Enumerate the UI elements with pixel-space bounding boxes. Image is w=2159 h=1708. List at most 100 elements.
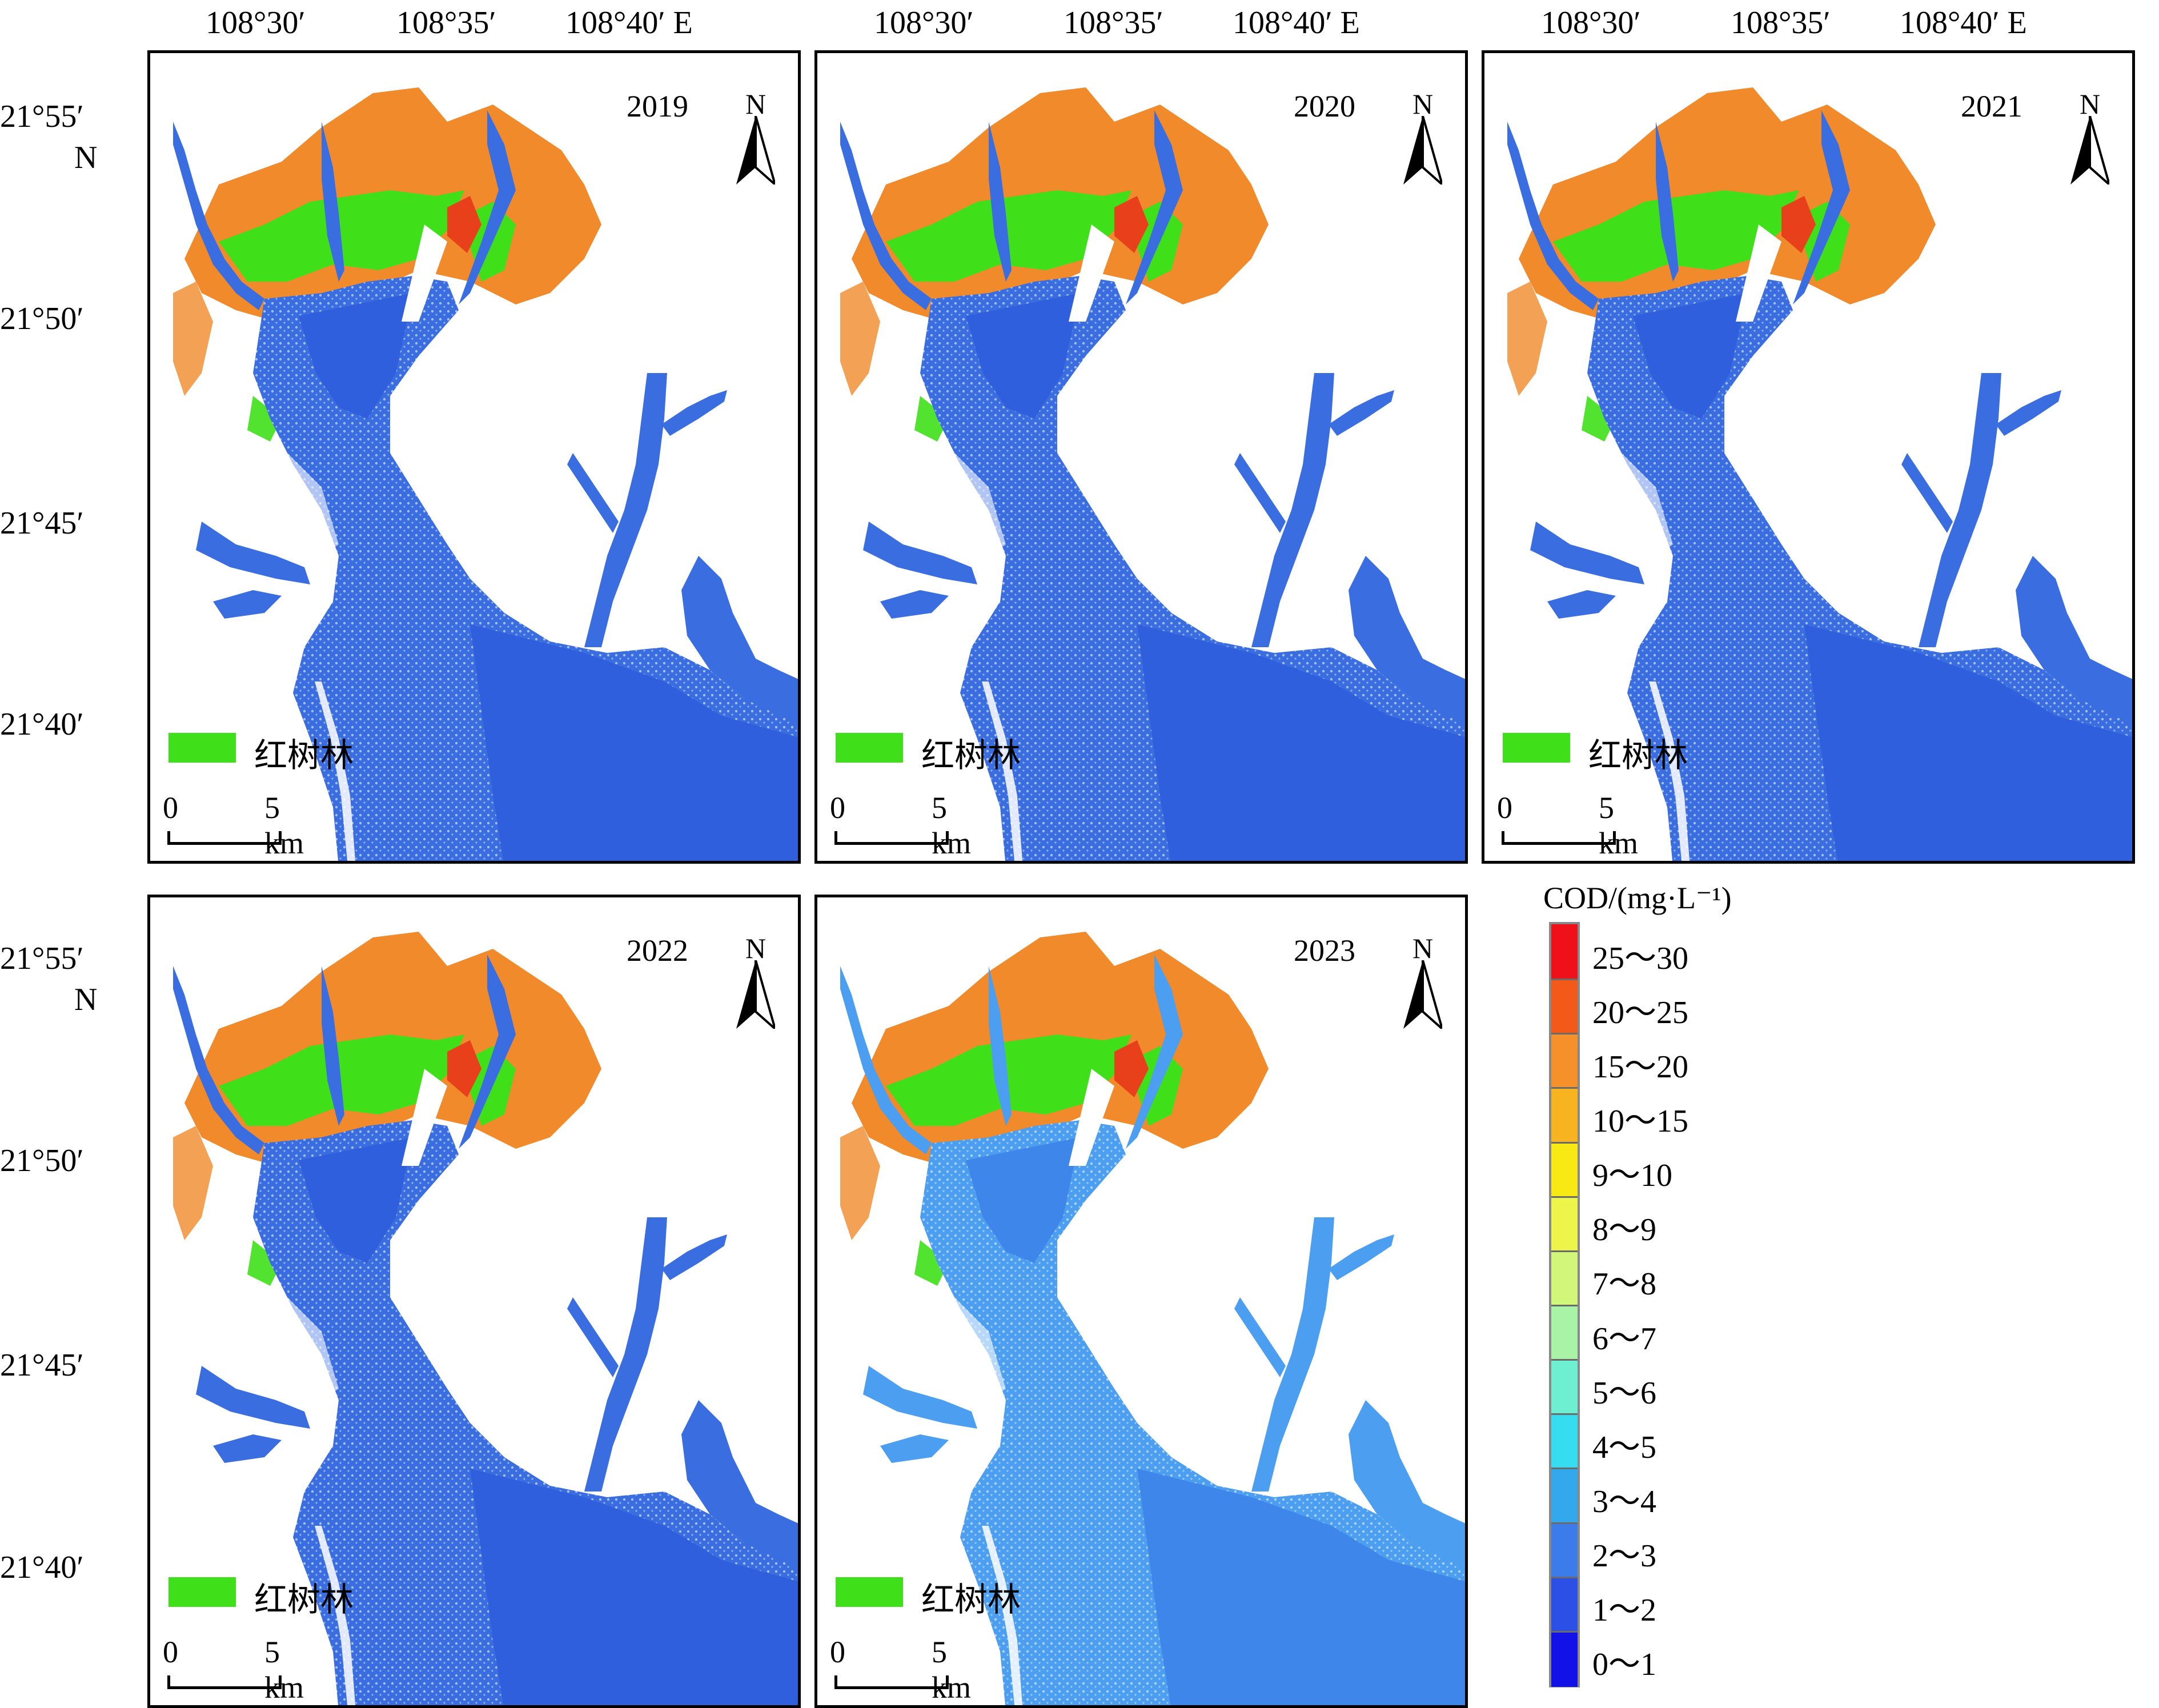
scale-start-label: 0: [1497, 791, 1512, 825]
lat-label-55: 21°55′: [0, 941, 84, 976]
north-arrow-icon: [736, 960, 775, 1029]
panel-year: 2023: [1294, 933, 1355, 968]
scale-bar-line: [167, 831, 282, 845]
mangrove-legend-label: 红树林: [254, 736, 354, 775]
scale-bar-line: [1502, 831, 1616, 845]
colorbar-title: COD/(mg·L⁻¹): [1543, 881, 1732, 915]
lon-label-35: 108°35′: [396, 5, 496, 41]
north-label: N: [1412, 932, 1434, 964]
map-panel-2021: 2021 N 红树林 0 5 km: [1482, 50, 2135, 864]
estuary-map: [173, 87, 798, 861]
estuary-map: [840, 932, 1465, 1705]
mangrove-legend: 红树林: [1503, 725, 1708, 775]
scale-end-label: 5 km: [1599, 791, 1639, 860]
map-panel-2019: 2019 N 红树林 0 5 km: [147, 50, 801, 864]
colorbar-class: [1551, 1468, 1578, 1524]
north-label: N: [745, 932, 767, 964]
lat-label-45: 21°45′: [0, 1348, 84, 1383]
mangrove-swatch: [1503, 733, 1570, 763]
colorbar-class: [1551, 1305, 1578, 1361]
colorbar-class: [1551, 1087, 1578, 1144]
scale-bar: 0 5 km: [163, 790, 304, 860]
lon-label-30: 108°30′: [1541, 5, 1641, 41]
scale-bar: 0 5 km: [830, 790, 971, 860]
scale-bar: 0 5 km: [1497, 790, 1638, 860]
scale-end-label: 5 km: [264, 791, 304, 860]
colorbar-class-label: 10～15: [1592, 1104, 1688, 1139]
panel-year: 2021: [1961, 89, 2022, 123]
scale-bar: 0 5 km: [163, 1634, 304, 1705]
north-label: N: [2079, 88, 2101, 120]
lon-label-40: 108°40′ E: [1900, 5, 2027, 41]
lat-label-50: 21°50′: [0, 301, 84, 336]
mangrove-legend: 红树林: [168, 1569, 374, 1619]
scale-bar-line: [167, 1675, 282, 1689]
scale-start-label: 0: [830, 1635, 845, 1669]
scale-bar: 0 5 km: [830, 1634, 971, 1705]
scale-end-label: 5 km: [932, 791, 972, 860]
colorbar-class-label: 1～2: [1592, 1593, 1656, 1629]
mangrove-swatch: [836, 733, 903, 763]
north-label: N: [1412, 88, 1434, 120]
colorbar-class-label: 9～10: [1592, 1158, 1672, 1194]
lon-label-30: 108°30′: [206, 5, 306, 41]
lat-label-n: N: [74, 140, 98, 175]
lat-label-40: 21°40′: [0, 707, 84, 742]
north-arrow-icon: [1403, 116, 1442, 185]
mangrove-legend-label: 红树林: [1588, 736, 1688, 775]
colorbar-class-label: 5～6: [1592, 1375, 1656, 1411]
colorbar: [1549, 922, 1580, 1687]
north-label: N: [745, 88, 767, 120]
colorbar-class: [1551, 1630, 1578, 1687]
north-arrow: N: [733, 87, 778, 190]
lon-label-30: 108°30′: [874, 5, 974, 41]
lat-label-40: 21°40′: [0, 1550, 84, 1585]
colorbar-class: [1551, 924, 1578, 979]
map-panel-2020: 2020 N 红树林 0 5 km: [814, 50, 1468, 864]
scale-start-label: 0: [163, 791, 178, 825]
colorbar-class-label: 8～9: [1592, 1212, 1656, 1248]
lon-label-40: 108°40′ E: [1233, 5, 1360, 41]
lat-label-55: 21°55′: [0, 99, 84, 134]
colorbar-class-label: 7～8: [1592, 1266, 1656, 1302]
lat-label-50: 21°50′: [0, 1143, 84, 1178]
mangrove-legend: 红树林: [168, 725, 374, 775]
scale-bar-line: [834, 1675, 949, 1689]
colorbar-class: [1551, 1250, 1578, 1306]
lat-label-45: 21°45′: [0, 506, 84, 541]
colorbar-class: [1551, 1413, 1578, 1470]
north-arrow: N: [733, 932, 778, 1035]
colorbar-class-label: 15～20: [1592, 1049, 1688, 1085]
colorbar-class-label: 6～7: [1592, 1321, 1656, 1357]
mangrove-legend: 红树林: [836, 1569, 1041, 1619]
colorbar-class: [1551, 1141, 1578, 1198]
mangrove-legend: 红树林: [836, 725, 1041, 775]
lat-label-n: N: [74, 982, 98, 1017]
estuary-map: [1507, 87, 2132, 861]
mangrove-swatch: [168, 1577, 236, 1607]
scale-start-label: 0: [830, 791, 845, 825]
scale-bar-line: [834, 831, 949, 845]
colorbar-class-label: 4～5: [1592, 1429, 1656, 1465]
scale-start-label: 0: [163, 1635, 178, 1669]
north-arrow: N: [1400, 87, 1446, 190]
scale-end-label: 5 km: [264, 1635, 304, 1705]
mangrove-legend-label: 红树林: [254, 1580, 354, 1619]
north-arrow-icon: [2070, 116, 2109, 185]
colorbar-class: [1551, 979, 1578, 1035]
colorbar-class: [1551, 1033, 1578, 1089]
lon-label-35: 108°35′: [1731, 5, 1831, 41]
panel-year: 2022: [627, 933, 688, 968]
colorbar-class: [1551, 1576, 1578, 1633]
mangrove-swatch: [168, 733, 236, 763]
map-panel-2022: 2022 N 红树林 0 5 km: [147, 895, 801, 1708]
colorbar-class-label: 2～3: [1592, 1538, 1656, 1574]
colorbar-class: [1551, 1196, 1578, 1252]
estuary-map: [173, 932, 798, 1705]
colorbar-class-label: 25～30: [1592, 940, 1688, 976]
colorbar-class-label: 20～25: [1592, 995, 1688, 1031]
north-arrow-icon: [736, 116, 775, 185]
map-panel-2023: 2023 N 红树林 0 5 km: [814, 895, 1468, 1708]
lon-label-35: 108°35′: [1064, 5, 1163, 41]
scale-end-label: 5 km: [932, 1635, 972, 1705]
